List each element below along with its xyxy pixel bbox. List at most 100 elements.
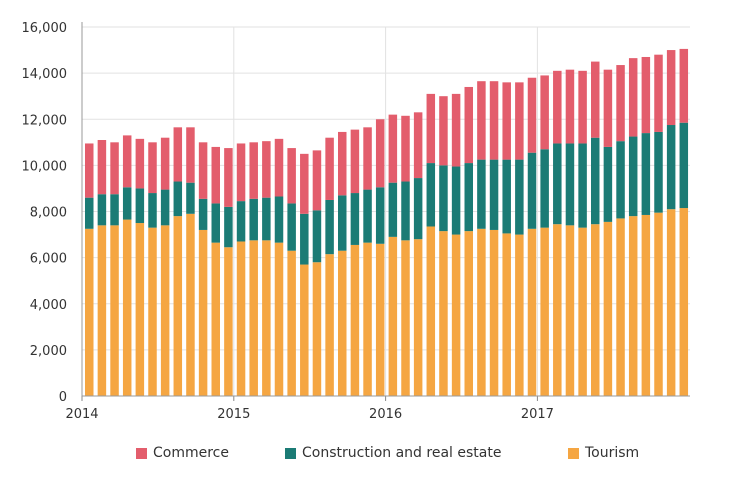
bar-commerce xyxy=(616,65,625,142)
bar-tourism xyxy=(198,229,208,396)
bar-tourism xyxy=(274,242,284,396)
bar-construction-and-real-estate xyxy=(312,210,322,263)
legend-item-tourism: Tourism xyxy=(568,445,639,461)
bar-commerce xyxy=(527,77,537,153)
bar-construction-and-real-estate xyxy=(603,146,613,222)
bar-construction-and-real-estate xyxy=(338,195,347,251)
legend-item-construction: Construction and real estate xyxy=(285,445,501,461)
legend-item-commerce: Commerce xyxy=(136,445,229,461)
bar-construction-and-real-estate xyxy=(553,143,562,225)
bar-construction-and-real-estate xyxy=(173,181,183,217)
bar-construction-and-real-estate xyxy=(502,159,511,234)
bar-tourism xyxy=(97,225,107,396)
bar-commerce xyxy=(477,81,486,160)
bar-commerce xyxy=(211,146,220,204)
bar-commerce xyxy=(274,138,284,197)
x-tick-label: 2015 xyxy=(217,407,250,422)
bar-construction-and-real-estate xyxy=(616,141,625,219)
y-tick-label: 4,000 xyxy=(30,298,67,313)
x-tick-label: 2017 xyxy=(521,407,554,422)
bar-construction-and-real-estate xyxy=(540,149,549,228)
bar-commerce xyxy=(679,48,689,123)
bar-commerce xyxy=(186,127,195,183)
bar-tourism xyxy=(160,225,170,396)
bar-tourism xyxy=(654,212,663,396)
bar-commerce xyxy=(350,129,360,194)
bar-commerce xyxy=(553,70,562,144)
x-tick-label: 2016 xyxy=(369,407,402,422)
bar-construction-and-real-estate xyxy=(401,181,410,241)
bar-tourism xyxy=(312,262,322,396)
bar-tourism xyxy=(489,229,499,396)
bar-commerce xyxy=(515,82,524,160)
bar-tourism xyxy=(325,254,334,396)
bar-tourism xyxy=(464,231,473,396)
bar-tourism xyxy=(578,227,587,396)
y-tick-label: 2,000 xyxy=(30,344,67,359)
bar-tourism xyxy=(388,236,398,396)
y-tick-label: 8,000 xyxy=(30,206,67,221)
bar-construction-and-real-estate xyxy=(224,206,233,248)
bar-tourism xyxy=(515,234,524,396)
bar-construction-and-real-estate xyxy=(110,194,119,226)
bar-commerce xyxy=(135,138,145,189)
bar-tourism xyxy=(527,228,537,396)
bar-tourism xyxy=(628,216,638,396)
bar-commerce xyxy=(591,61,600,138)
legend-label: Tourism xyxy=(585,445,640,461)
bar-tourism xyxy=(616,218,625,396)
bar-commerce xyxy=(603,69,613,147)
bar-construction-and-real-estate xyxy=(274,196,284,243)
bar-construction-and-real-estate xyxy=(85,197,94,229)
bar-construction-and-real-estate xyxy=(363,189,372,243)
bar-commerce xyxy=(641,56,651,134)
bar-construction-and-real-estate xyxy=(578,143,587,228)
legend-swatch-construction xyxy=(285,447,296,459)
bar-commerce xyxy=(666,50,676,126)
bar-construction-and-real-estate xyxy=(489,159,499,230)
bar-construction-and-real-estate xyxy=(287,203,296,251)
bar-construction-and-real-estate xyxy=(388,182,398,237)
bar-tourism xyxy=(262,240,271,396)
bar-construction-and-real-estate xyxy=(375,187,385,244)
bar-construction-and-real-estate xyxy=(628,136,638,217)
bar-commerce xyxy=(388,114,398,183)
bar-tourism xyxy=(110,225,119,396)
bar-construction-and-real-estate xyxy=(350,193,360,245)
bar-commerce xyxy=(287,148,296,204)
bar-tourism xyxy=(375,243,385,396)
y-tick-label: 14,000 xyxy=(22,67,68,82)
bar-tourism xyxy=(413,239,423,396)
bar-construction-and-real-estate xyxy=(300,213,309,265)
bar-commerce xyxy=(173,127,183,182)
bar-commerce xyxy=(489,81,499,160)
bar-commerce xyxy=(363,127,372,190)
bar-construction-and-real-estate xyxy=(679,122,689,209)
bar-tourism xyxy=(565,225,575,396)
bar-construction-and-real-estate xyxy=(527,152,537,229)
bar-construction-and-real-estate xyxy=(565,143,575,226)
bar-tourism xyxy=(641,214,651,396)
bar-tourism xyxy=(666,209,676,396)
bar-construction-and-real-estate xyxy=(413,178,423,240)
bar-commerce xyxy=(565,69,575,144)
bar-construction-and-real-estate xyxy=(122,187,132,220)
bar-commerce xyxy=(439,96,448,166)
bar-construction-and-real-estate xyxy=(186,182,195,214)
y-tick-label: 6,000 xyxy=(30,252,67,267)
bar-commerce xyxy=(401,115,410,182)
bar-tourism xyxy=(679,208,689,396)
bar-commerce xyxy=(300,153,309,214)
bar-tourism xyxy=(236,241,246,396)
bar-tourism xyxy=(287,250,296,396)
y-tick-label: 0 xyxy=(59,390,67,405)
bar-construction-and-real-estate xyxy=(135,188,145,224)
bar-commerce xyxy=(198,142,208,199)
bar-commerce xyxy=(338,131,347,196)
bar-tourism xyxy=(338,250,347,396)
bar-commerce xyxy=(426,93,436,164)
bar-construction-and-real-estate xyxy=(464,163,473,232)
bar-tourism xyxy=(603,221,613,396)
bar-tourism xyxy=(502,233,511,396)
